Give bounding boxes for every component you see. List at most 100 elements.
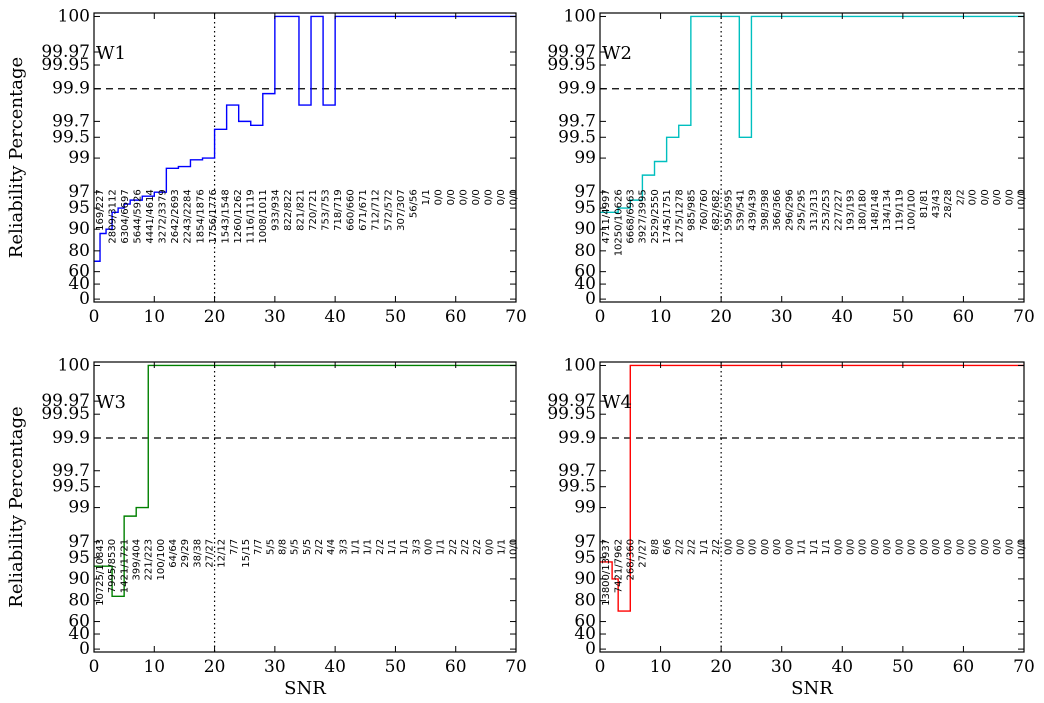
count-annotation: 56/56 [408, 189, 419, 218]
y-tick-label: 99 [68, 498, 90, 518]
count-annotation: 12/12 [217, 539, 228, 568]
count-annotation: 8/8 [650, 539, 661, 555]
count-annotation: 0/0 [748, 539, 759, 555]
count-annotation: 760/760 [699, 189, 710, 231]
count-annotation: 1/1 [821, 539, 832, 555]
count-annotation: 0/0 [1004, 189, 1015, 205]
y-tick-label: 97 [574, 532, 596, 552]
count-annotation: 7/7 [253, 539, 264, 555]
y-tick-label: 99.97 [547, 391, 596, 411]
subplot-w3: 10725/10843 7995/8530 1421/1721 399/404 221/… [6, 355, 527, 699]
y-tick-label: 60 [574, 262, 596, 282]
count-annotation: 2/2 [674, 539, 685, 555]
x-tick-label: 0 [595, 657, 606, 677]
count-annotation: 253/253 [821, 189, 832, 231]
count-annotation: 539/541 [735, 189, 746, 231]
count-annotation: 0/0 [1017, 539, 1028, 555]
y-tick-label: 99.95 [547, 404, 596, 424]
x-tick-label: 10 [143, 307, 165, 327]
y-tick-label: 80 [68, 591, 90, 611]
count-annotation: 985/985 [687, 189, 698, 231]
series-line [600, 15, 1024, 213]
y-tick-label: 80 [574, 591, 596, 611]
y-tick-label: 0 [585, 639, 596, 659]
count-annotation: 1/1 [699, 539, 710, 555]
count-annotation: 1/1 [421, 189, 432, 205]
count-annotation: 10250/10626 [613, 189, 624, 256]
count-annotation: 1854/1876 [195, 189, 206, 243]
x-tick-label: 40 [324, 307, 346, 327]
y-tick-label: 100 [58, 6, 90, 26]
x-tick-label: 0 [89, 307, 100, 327]
count-annotation: 2/2 [955, 189, 966, 205]
y-tick-label: 40 [574, 274, 596, 294]
x-tick-label: 40 [831, 657, 853, 677]
count-annotation: 5/5 [265, 539, 276, 555]
count-annotation: 0/0 [1004, 539, 1015, 555]
count-annotation: 712/712 [371, 189, 382, 231]
y-tick-label: 99.5 [52, 477, 90, 497]
count-annotation: 0/0 [784, 539, 795, 555]
count-annotation: 0/0 [931, 539, 942, 555]
count-annotation: 0/0 [919, 539, 930, 555]
x-tick-label: 70 [505, 307, 527, 327]
count-annotation: 0/0 [446, 189, 457, 205]
count-annotation: 1/1 [809, 539, 820, 555]
count-annotation: 660/660 [346, 189, 357, 231]
y-tick-label: 99 [574, 498, 596, 518]
y-tick-label: 0 [79, 289, 90, 309]
count-annotation: 439/439 [748, 189, 759, 231]
count-annotation: 753/753 [321, 189, 332, 231]
count-annotation: 0/0 [471, 189, 482, 205]
count-annotation: 0/0 [735, 539, 746, 555]
y-tick-label: 95 [574, 548, 596, 568]
count-annotation: 1260/1262 [233, 189, 244, 243]
count-annotation: 5/5 [290, 539, 301, 555]
count-annotation: 1/1 [399, 539, 410, 555]
x-tick-label: 20 [204, 657, 226, 677]
count-annotation: 13800/13937 [601, 539, 612, 606]
count-annotation: 572/572 [383, 189, 394, 231]
series-line [600, 364, 1024, 612]
count-annotation: 27/27 [205, 539, 216, 568]
count-annotation: 0/0 [980, 539, 991, 555]
count-annotation: 4711/4997 [601, 189, 612, 243]
count-annotation: 307/307 [396, 189, 407, 231]
y-tick-label: 99.7 [558, 111, 596, 131]
axes-frame [93, 12, 517, 303]
count-annotation: 100/100 [907, 189, 918, 231]
count-annotation: 0/0 [484, 539, 495, 555]
x-tick-label: 60 [445, 307, 467, 327]
y-tick-label: 99.97 [41, 391, 90, 411]
count-annotation: 399/404 [132, 539, 143, 581]
y-tick-label: 99.97 [41, 42, 90, 62]
count-annotation: 0/0 [423, 539, 434, 555]
count-annotation: 3/3 [338, 539, 349, 555]
y-tick-label: 99 [574, 148, 596, 168]
count-annotation: 0/0 [1017, 189, 1028, 205]
subplot-w2: 4711/4997 10250/10626 6668/6963 3927/3995 25… [547, 6, 1034, 327]
count-annotation: 3/3 [411, 539, 422, 555]
count-annotation: 3272/3379 [158, 189, 169, 243]
count-annotation: 29/29 [180, 539, 191, 568]
count-annotation: 0/0 [858, 539, 869, 555]
y-tick-label: 0 [79, 639, 90, 659]
y-tick-label: 90 [68, 219, 90, 239]
x-tick-label: 50 [385, 657, 407, 677]
panel-label: W2 [602, 43, 632, 64]
x-tick-label: 40 [324, 657, 346, 677]
y-tick-label: 97 [68, 532, 90, 552]
x-tick-label: 0 [595, 307, 606, 327]
count-annotation: 5644/5926 [133, 189, 144, 243]
y-tick-label: 95 [68, 548, 90, 568]
count-annotation: 5/5 [302, 539, 313, 555]
count-annotation: 0/0 [433, 189, 444, 205]
count-annotation: 671/671 [358, 189, 369, 231]
x-tick-label: 10 [650, 657, 672, 677]
axes-frame [599, 12, 1025, 303]
count-annotation: 1/1 [387, 539, 398, 555]
x-tick-label: 50 [385, 307, 407, 327]
count-annotation: 6668/6963 [625, 189, 636, 243]
count-annotation: 81/81 [919, 189, 930, 218]
